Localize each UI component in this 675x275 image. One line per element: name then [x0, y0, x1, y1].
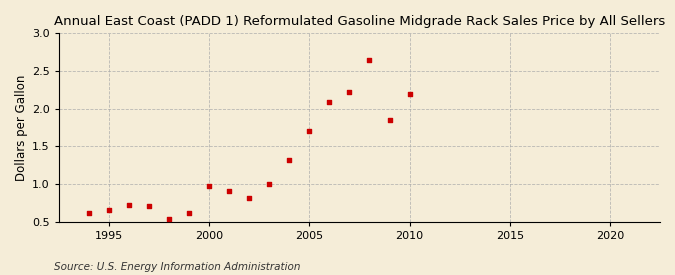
Point: [344, 90, 355, 94]
Point: [124, 203, 134, 207]
Point: [404, 91, 415, 96]
Point: [84, 210, 95, 215]
Point: [384, 118, 395, 122]
Title: Annual East Coast (PADD 1) Reformulated Gasoline Midgrade Rack Sales Price by Al: Annual East Coast (PADD 1) Reformulated …: [54, 15, 665, 28]
Point: [224, 189, 235, 193]
Text: Source: U.S. Energy Information Administration: Source: U.S. Energy Information Administ…: [54, 262, 300, 272]
Point: [204, 183, 215, 188]
Point: [244, 196, 254, 200]
Point: [284, 158, 295, 162]
Point: [104, 208, 115, 213]
Point: [144, 204, 155, 208]
Y-axis label: Dollars per Gallon: Dollars per Gallon: [15, 74, 28, 181]
Point: [264, 182, 275, 186]
Point: [364, 57, 375, 62]
Point: [184, 210, 194, 215]
Point: [164, 216, 175, 221]
Point: [304, 129, 315, 133]
Point: [324, 100, 335, 104]
